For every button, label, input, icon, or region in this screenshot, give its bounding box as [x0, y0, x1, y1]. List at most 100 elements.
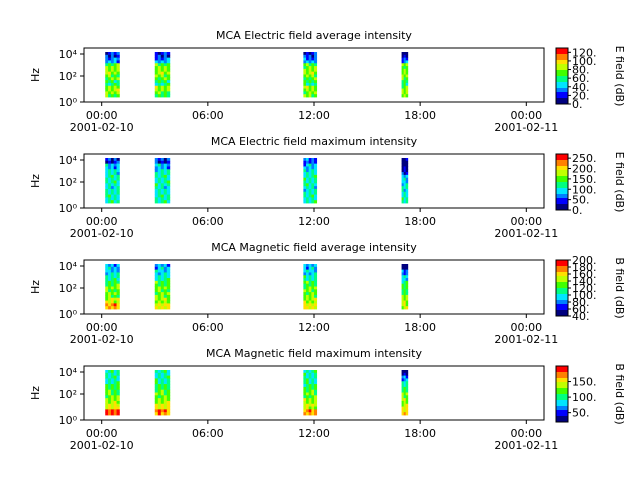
- colorbar-swatch: [556, 192, 568, 195]
- colorbar-swatch: [556, 64, 568, 67]
- y-tick-label: 10⁰: [59, 414, 78, 427]
- spectrogram-cell: [157, 80, 162, 84]
- spectrogram-cell: [157, 409, 162, 413]
- spectrogram-cell: [311, 398, 315, 402]
- spectrogram-cell: [303, 403, 307, 407]
- spectrogram-cell: [311, 158, 315, 162]
- spectrogram-cell: [401, 381, 405, 385]
- spectrogram-cell: [306, 88, 310, 92]
- spectrogram-cell: [116, 177, 120, 181]
- spectrogram-cell: [314, 275, 318, 279]
- spectrogram-cell: [113, 275, 117, 279]
- colorbar-swatch: [556, 88, 568, 91]
- colorbar-swatch: [556, 366, 568, 369]
- spectrogram-cell: [154, 60, 159, 64]
- spectrogram-cell: [308, 188, 312, 193]
- spectrogram-cell: [314, 412, 318, 416]
- spectrogram-cell: [306, 82, 310, 87]
- spectrogram-cell: [157, 303, 162, 307]
- spectrogram-cell: [308, 82, 312, 87]
- spectrogram-cell: [163, 174, 168, 179]
- spectrogram-cell: [166, 395, 171, 399]
- spectrogram-cell: [403, 264, 407, 268]
- spectrogram-cell: [303, 395, 307, 399]
- spectrogram-cell: [403, 400, 407, 405]
- spectrogram-cell: [311, 177, 315, 181]
- spectrogram-cell: [308, 283, 312, 287]
- spectrogram-cell: [166, 278, 171, 282]
- spectrogram-cell: [160, 294, 165, 299]
- colorbar-tick-label: 60.: [572, 303, 590, 316]
- spectrogram-cell: [308, 63, 312, 67]
- spectrogram-cell: [166, 91, 171, 95]
- spectrogram-cell: [303, 292, 307, 296]
- spectrogram-cell: [154, 275, 159, 279]
- spectrogram-cell: [403, 88, 407, 92]
- spectrogram-cell: [311, 412, 315, 416]
- spectrogram-cell: [116, 392, 120, 396]
- spectrogram-cell: [401, 57, 405, 61]
- spectrogram-cell: [108, 275, 112, 279]
- spectrogram-cell: [303, 389, 307, 393]
- spectrogram-cell: [401, 77, 405, 81]
- spectrogram-cell: [108, 378, 112, 382]
- spectrogram-cell: [116, 264, 120, 268]
- spectrogram-cell: [405, 395, 409, 399]
- x-tick-label: 18:00: [404, 321, 436, 334]
- panel-title: MCA Electric field maximum intensity: [211, 135, 418, 148]
- spectrogram-cell: [166, 400, 171, 405]
- spectrogram-cell: [303, 160, 307, 165]
- colorbar-swatch: [556, 412, 568, 415]
- spectrogram-cell: [108, 74, 112, 78]
- spectrogram-cell: [116, 166, 120, 170]
- spectrogram-cell: [314, 286, 318, 290]
- spectrogram-cell: [308, 289, 312, 293]
- spectrogram-cell: [163, 297, 168, 301]
- spectrogram-cell: [113, 294, 117, 299]
- spectrogram-cell: [105, 269, 109, 273]
- colorbar-tick-label: 140.: [572, 275, 597, 288]
- spectrogram-cell: [403, 266, 407, 271]
- spectrogram-cell: [401, 174, 405, 179]
- spectrogram-cell: [405, 160, 409, 165]
- spectrogram-cell: [154, 269, 159, 273]
- colorbar-swatch: [556, 170, 568, 173]
- spectrogram-cell: [163, 375, 168, 379]
- spectrogram-cell: [116, 63, 120, 67]
- spectrogram-cell: [166, 197, 171, 201]
- spectrogram-cell: [401, 306, 405, 310]
- colorbar-swatch: [556, 200, 568, 203]
- spectrogram-cell: [108, 163, 112, 167]
- spectrogram-cell: [166, 378, 171, 382]
- spectrogram-cell: [157, 177, 162, 181]
- spectrogram-cell: [403, 77, 407, 81]
- spectrogram-cell: [154, 54, 159, 59]
- spectrogram-cell: [113, 395, 117, 399]
- spectrogram-cell: [308, 395, 312, 399]
- colorbar-swatch: [556, 52, 568, 55]
- spectrogram-cell: [166, 166, 171, 170]
- spectrogram-cell: [405, 403, 409, 407]
- spectrogram-cell: [154, 163, 159, 167]
- spectrogram-cell: [105, 272, 109, 276]
- spectrogram-cell: [303, 372, 307, 377]
- spectrogram-cell: [311, 174, 315, 179]
- spectrogram-cell: [401, 275, 405, 279]
- spectrogram-cell: [108, 158, 112, 162]
- spectrogram-cell: [113, 303, 117, 307]
- spectrogram-cell: [308, 406, 312, 410]
- spectrogram-cell: [166, 169, 171, 173]
- spectrogram-cell: [166, 63, 171, 67]
- colorbar-tick-label: 50.: [572, 407, 590, 420]
- colorbar-swatch: [556, 418, 568, 421]
- spectrogram-cell: [116, 403, 120, 407]
- spectrogram-cell: [401, 395, 405, 399]
- spectrogram-cell: [401, 60, 405, 64]
- spectrogram-cell: [401, 66, 405, 70]
- spectrogram-cell: [306, 372, 310, 377]
- spectrogram-cell: [303, 177, 307, 181]
- spectrogram-cell: [401, 166, 405, 170]
- colorbar-swatch: [556, 158, 568, 161]
- spectrogram-cell: [401, 403, 405, 407]
- spectrogram-cell: [105, 91, 109, 95]
